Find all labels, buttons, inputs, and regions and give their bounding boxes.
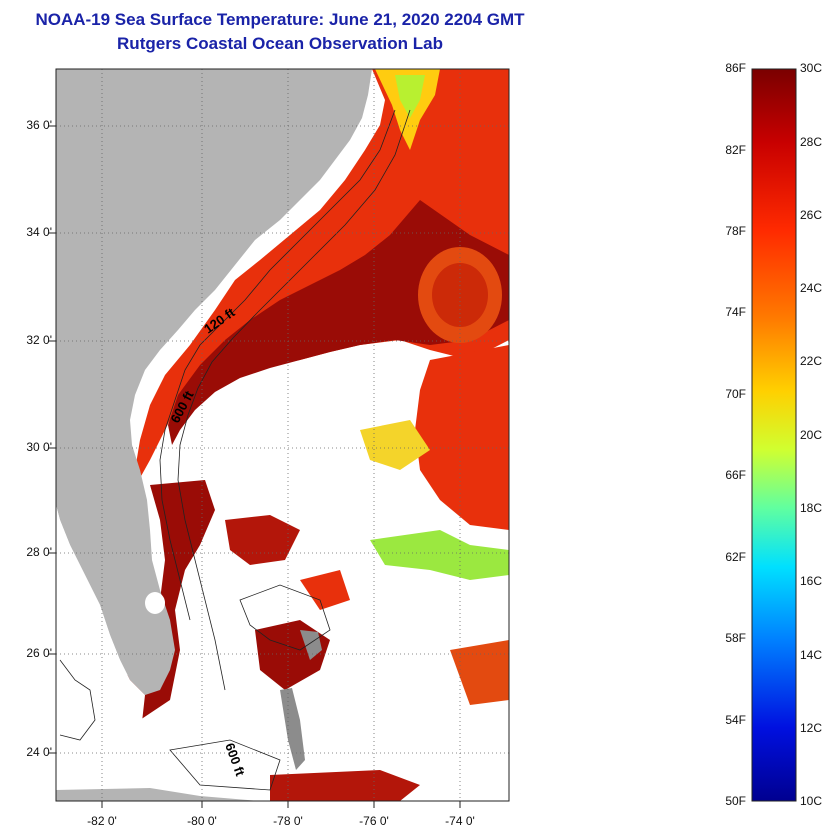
map-ticks [49,125,461,808]
colorbar-f-label: 74F [725,305,746,319]
warm-eddy-core [432,263,488,327]
contour-bahamas [169,584,331,791]
contour-600ft [177,109,411,691]
lon-label: -82 0' [87,814,117,828]
colorbar-c-label: 30C [800,61,823,75]
lon-label: -76 0' [359,814,389,828]
lat-label: 28 0' [26,545,52,559]
land-bahamas-2 [300,630,322,660]
map-subtitle: Rutgers Coastal Ocean Observation Lab [117,34,443,53]
sst-southeast-patch [300,570,350,610]
colorbar-f-label: 70F [725,387,746,401]
sst-yellow-speckle [360,420,430,470]
gulf-of-mexico [56,505,145,740]
colorbar-f-label: 54F [725,713,746,727]
sst-south-edge [270,770,420,801]
lat-label: 34 0' [26,225,52,239]
colorbar-f-label: 62F [725,550,746,564]
lat-label: 24 0' [26,745,52,759]
colorbar-f-label: 86F [725,61,746,75]
colorbar-c-label: 10C [800,794,823,808]
colorbar-f-label: 58F [725,631,746,645]
map-title: NOAA-19 Sea Surface Temperature: June 21… [35,10,525,29]
contour-120ft [159,109,396,621]
sst-gulf-stream [168,200,509,445]
land-mainland [56,69,372,695]
colorbar-f-label: 66F [725,468,746,482]
lon-label: -78 0' [273,814,303,828]
sst-bahamas-patch [225,515,300,565]
lon-label: -74 0' [445,814,475,828]
colorbar-f-label: 78F [725,224,746,238]
sst-green-plume [395,75,425,118]
colorbar-c-label: 14C [800,648,823,662]
sst-south-east [450,640,509,705]
lat-label: 30 0' [26,440,52,454]
lon-label: -80 0' [187,814,217,828]
colorbar-c-label: 28C [800,135,823,149]
land-cuba [56,788,260,801]
colorbar-c-label: 22C [800,354,823,368]
colorbar-c-label: 20C [800,428,823,442]
colorbar-f-label: 82F [725,143,746,157]
contour-gulf [59,659,96,741]
colorbar-c-label: 12C [800,721,823,735]
lake-okeechobee [145,592,165,614]
colorbar [751,68,797,802]
colorbar-c-label: 18C [800,501,823,515]
lat-label: 32 0' [26,333,52,347]
colorbar-c-label: 16C [800,574,823,588]
sst-offshore-warm [415,345,509,530]
map-frame [55,68,510,802]
lat-label: 26 0' [26,646,52,660]
sst-green-speckle [370,530,509,580]
land-bahamas [280,688,305,770]
lat-label: 36 0' [26,118,52,132]
colorbar-c-label: 26C [800,208,823,222]
colorbar-c-label: 24C [800,281,823,295]
colorbar-f-label: 50F [725,794,746,808]
